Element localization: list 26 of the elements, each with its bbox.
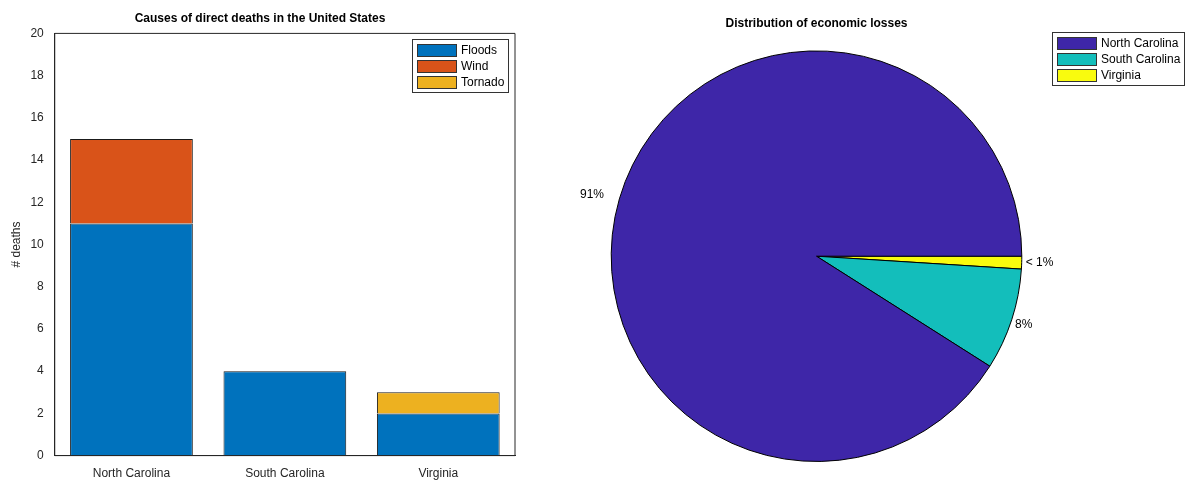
legend-label: North Carolina — [1101, 36, 1179, 50]
chart-title: Causes of direct deaths in the United States — [134, 10, 386, 25]
y-tick-label: 16 — [30, 110, 45, 125]
legend-label: South Carolina — [1101, 52, 1181, 66]
x-tick-label: North Carolina — [92, 466, 171, 481]
chart-title: Distribution of economic losses — [725, 15, 908, 30]
y-tick-label: 20 — [30, 25, 45, 40]
legend-label: Wind — [461, 59, 489, 74]
y-tick-label: 14 — [30, 152, 45, 167]
x-tick-label: Virginia — [418, 466, 459, 481]
data-label: 91% — [579, 186, 605, 201]
x-tick-label: South Carolina — [245, 466, 325, 481]
y-tick-label: 4 — [37, 363, 45, 378]
y-tick-label: 2 — [37, 405, 45, 420]
y-tick-label: 10 — [30, 236, 45, 251]
y-axis-title: # deaths — [8, 221, 23, 268]
y-tick-label: 12 — [30, 194, 45, 209]
legend-label: Tornado — [461, 75, 505, 90]
y-tick-label: 0 — [37, 447, 45, 462]
legend-label: Virginia — [1101, 68, 1141, 82]
legend-label: Floods — [461, 43, 498, 58]
y-tick-label: 8 — [37, 279, 45, 294]
data-label: 8% — [1014, 316, 1033, 331]
data-label: < 1% — [1025, 255, 1054, 270]
y-tick-label: 6 — [37, 321, 45, 336]
y-tick-label: 18 — [30, 67, 45, 82]
